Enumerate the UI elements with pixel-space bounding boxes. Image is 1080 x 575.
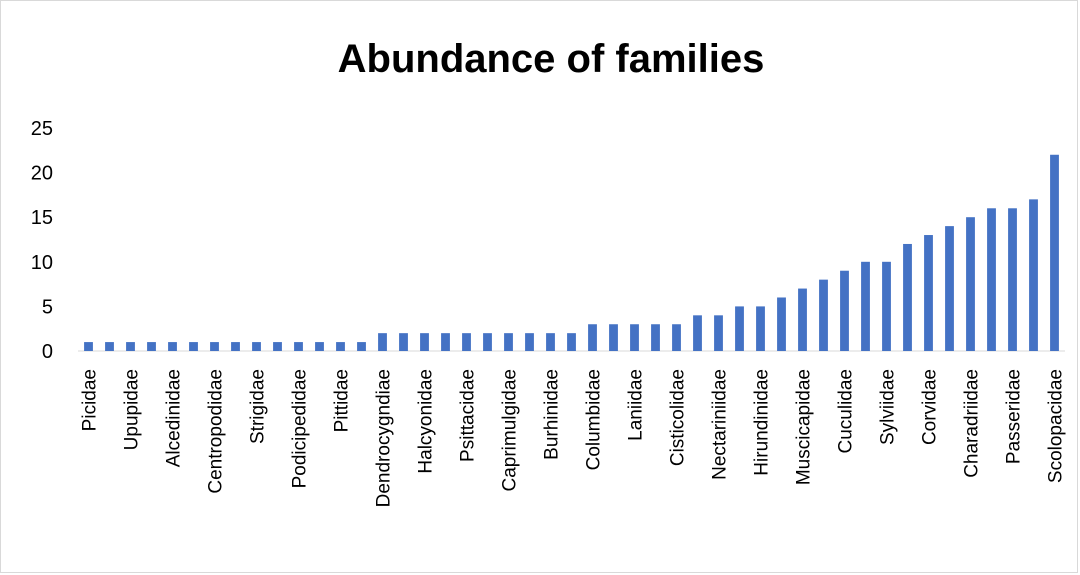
x-tick-label: Burhinidae bbox=[542, 369, 563, 460]
bar bbox=[1050, 155, 1059, 351]
bar bbox=[924, 235, 933, 351]
x-tick-label: Caprimulgidae bbox=[500, 369, 521, 492]
bar bbox=[231, 342, 240, 351]
x-tick-label: Pittidae bbox=[332, 369, 353, 432]
x-tick-label: Halcyonidae bbox=[416, 369, 437, 474]
bar bbox=[399, 333, 408, 351]
x-tick-label: Upupidae bbox=[122, 369, 143, 450]
bar bbox=[294, 342, 303, 351]
bar bbox=[672, 324, 681, 351]
bar bbox=[588, 324, 597, 351]
bar bbox=[1008, 208, 1017, 351]
x-tick-label: Alcedinidae bbox=[164, 369, 185, 467]
bar bbox=[546, 333, 555, 351]
bar bbox=[273, 342, 282, 351]
y-tick-label: 15 bbox=[31, 207, 53, 229]
bar bbox=[630, 324, 639, 351]
x-tick-label: Nectariniidae bbox=[710, 369, 731, 480]
bar bbox=[420, 333, 429, 351]
x-tick-label: Charadriidae bbox=[962, 369, 983, 478]
bar bbox=[966, 217, 975, 351]
y-tick-label: 25 bbox=[31, 118, 53, 140]
x-tick-label: Dendrocygndiae bbox=[374, 369, 395, 507]
x-tick-label: Hirundinidae bbox=[752, 369, 773, 476]
y-tick-label: 10 bbox=[31, 252, 53, 274]
bar-series bbox=[84, 155, 1059, 351]
x-tick-label: Passeridae bbox=[1004, 369, 1025, 464]
bar bbox=[882, 262, 891, 351]
bar bbox=[987, 208, 996, 351]
bar bbox=[126, 342, 135, 351]
y-axis: 0 5 10 15 20 25 bbox=[31, 118, 53, 363]
bar bbox=[567, 333, 576, 351]
x-tick-label: Cuculidae bbox=[836, 369, 857, 454]
bar bbox=[798, 289, 807, 351]
bar bbox=[525, 333, 534, 351]
bar bbox=[840, 271, 849, 351]
bar bbox=[441, 333, 450, 351]
bar bbox=[693, 315, 702, 351]
bar bbox=[1029, 199, 1038, 351]
bar bbox=[651, 324, 660, 351]
x-tick-label: Cisticolidae bbox=[668, 369, 689, 466]
x-tick-label: Picidae bbox=[80, 369, 101, 431]
bar bbox=[168, 342, 177, 351]
x-tick-label: Muscicapidae bbox=[794, 369, 815, 485]
bar bbox=[483, 333, 492, 351]
x-tick-label: Centropodidae bbox=[206, 369, 227, 494]
bar bbox=[861, 262, 870, 351]
bar bbox=[105, 342, 114, 351]
y-tick-label: 5 bbox=[42, 296, 53, 318]
x-tick-label: Laniidae bbox=[626, 369, 647, 441]
x-tick-label: Columbidae bbox=[584, 369, 605, 470]
y-tick-label: 20 bbox=[31, 163, 53, 185]
bar bbox=[714, 315, 723, 351]
bar bbox=[756, 306, 765, 351]
bar bbox=[357, 342, 366, 351]
bar bbox=[84, 342, 93, 351]
x-tick-label: Scolopacidae bbox=[1046, 369, 1067, 483]
bar bbox=[504, 333, 513, 351]
bar bbox=[945, 226, 954, 351]
bar bbox=[777, 297, 786, 351]
bar bbox=[735, 306, 744, 351]
bar bbox=[189, 342, 198, 351]
bar bbox=[315, 342, 324, 351]
bar bbox=[252, 342, 261, 351]
x-tick-label: Corvidae bbox=[920, 369, 941, 445]
y-tick-label: 0 bbox=[42, 341, 53, 363]
bar bbox=[903, 244, 912, 351]
bar bbox=[462, 333, 471, 351]
x-tick-label: Psittacidae bbox=[458, 369, 479, 462]
bar bbox=[378, 333, 387, 351]
bar bbox=[210, 342, 219, 351]
bar bbox=[609, 324, 618, 351]
bar bbox=[819, 280, 828, 351]
x-tick-label: Sylviidae bbox=[878, 369, 899, 445]
bar bbox=[336, 342, 345, 351]
x-tick-label: Strigidae bbox=[248, 369, 269, 444]
x-tick-label: Podicipedidae bbox=[290, 369, 311, 488]
bar bbox=[147, 342, 156, 351]
x-axis: Picidae Upupidae Alcedinidae Centropodidae S… bbox=[80, 369, 1067, 507]
